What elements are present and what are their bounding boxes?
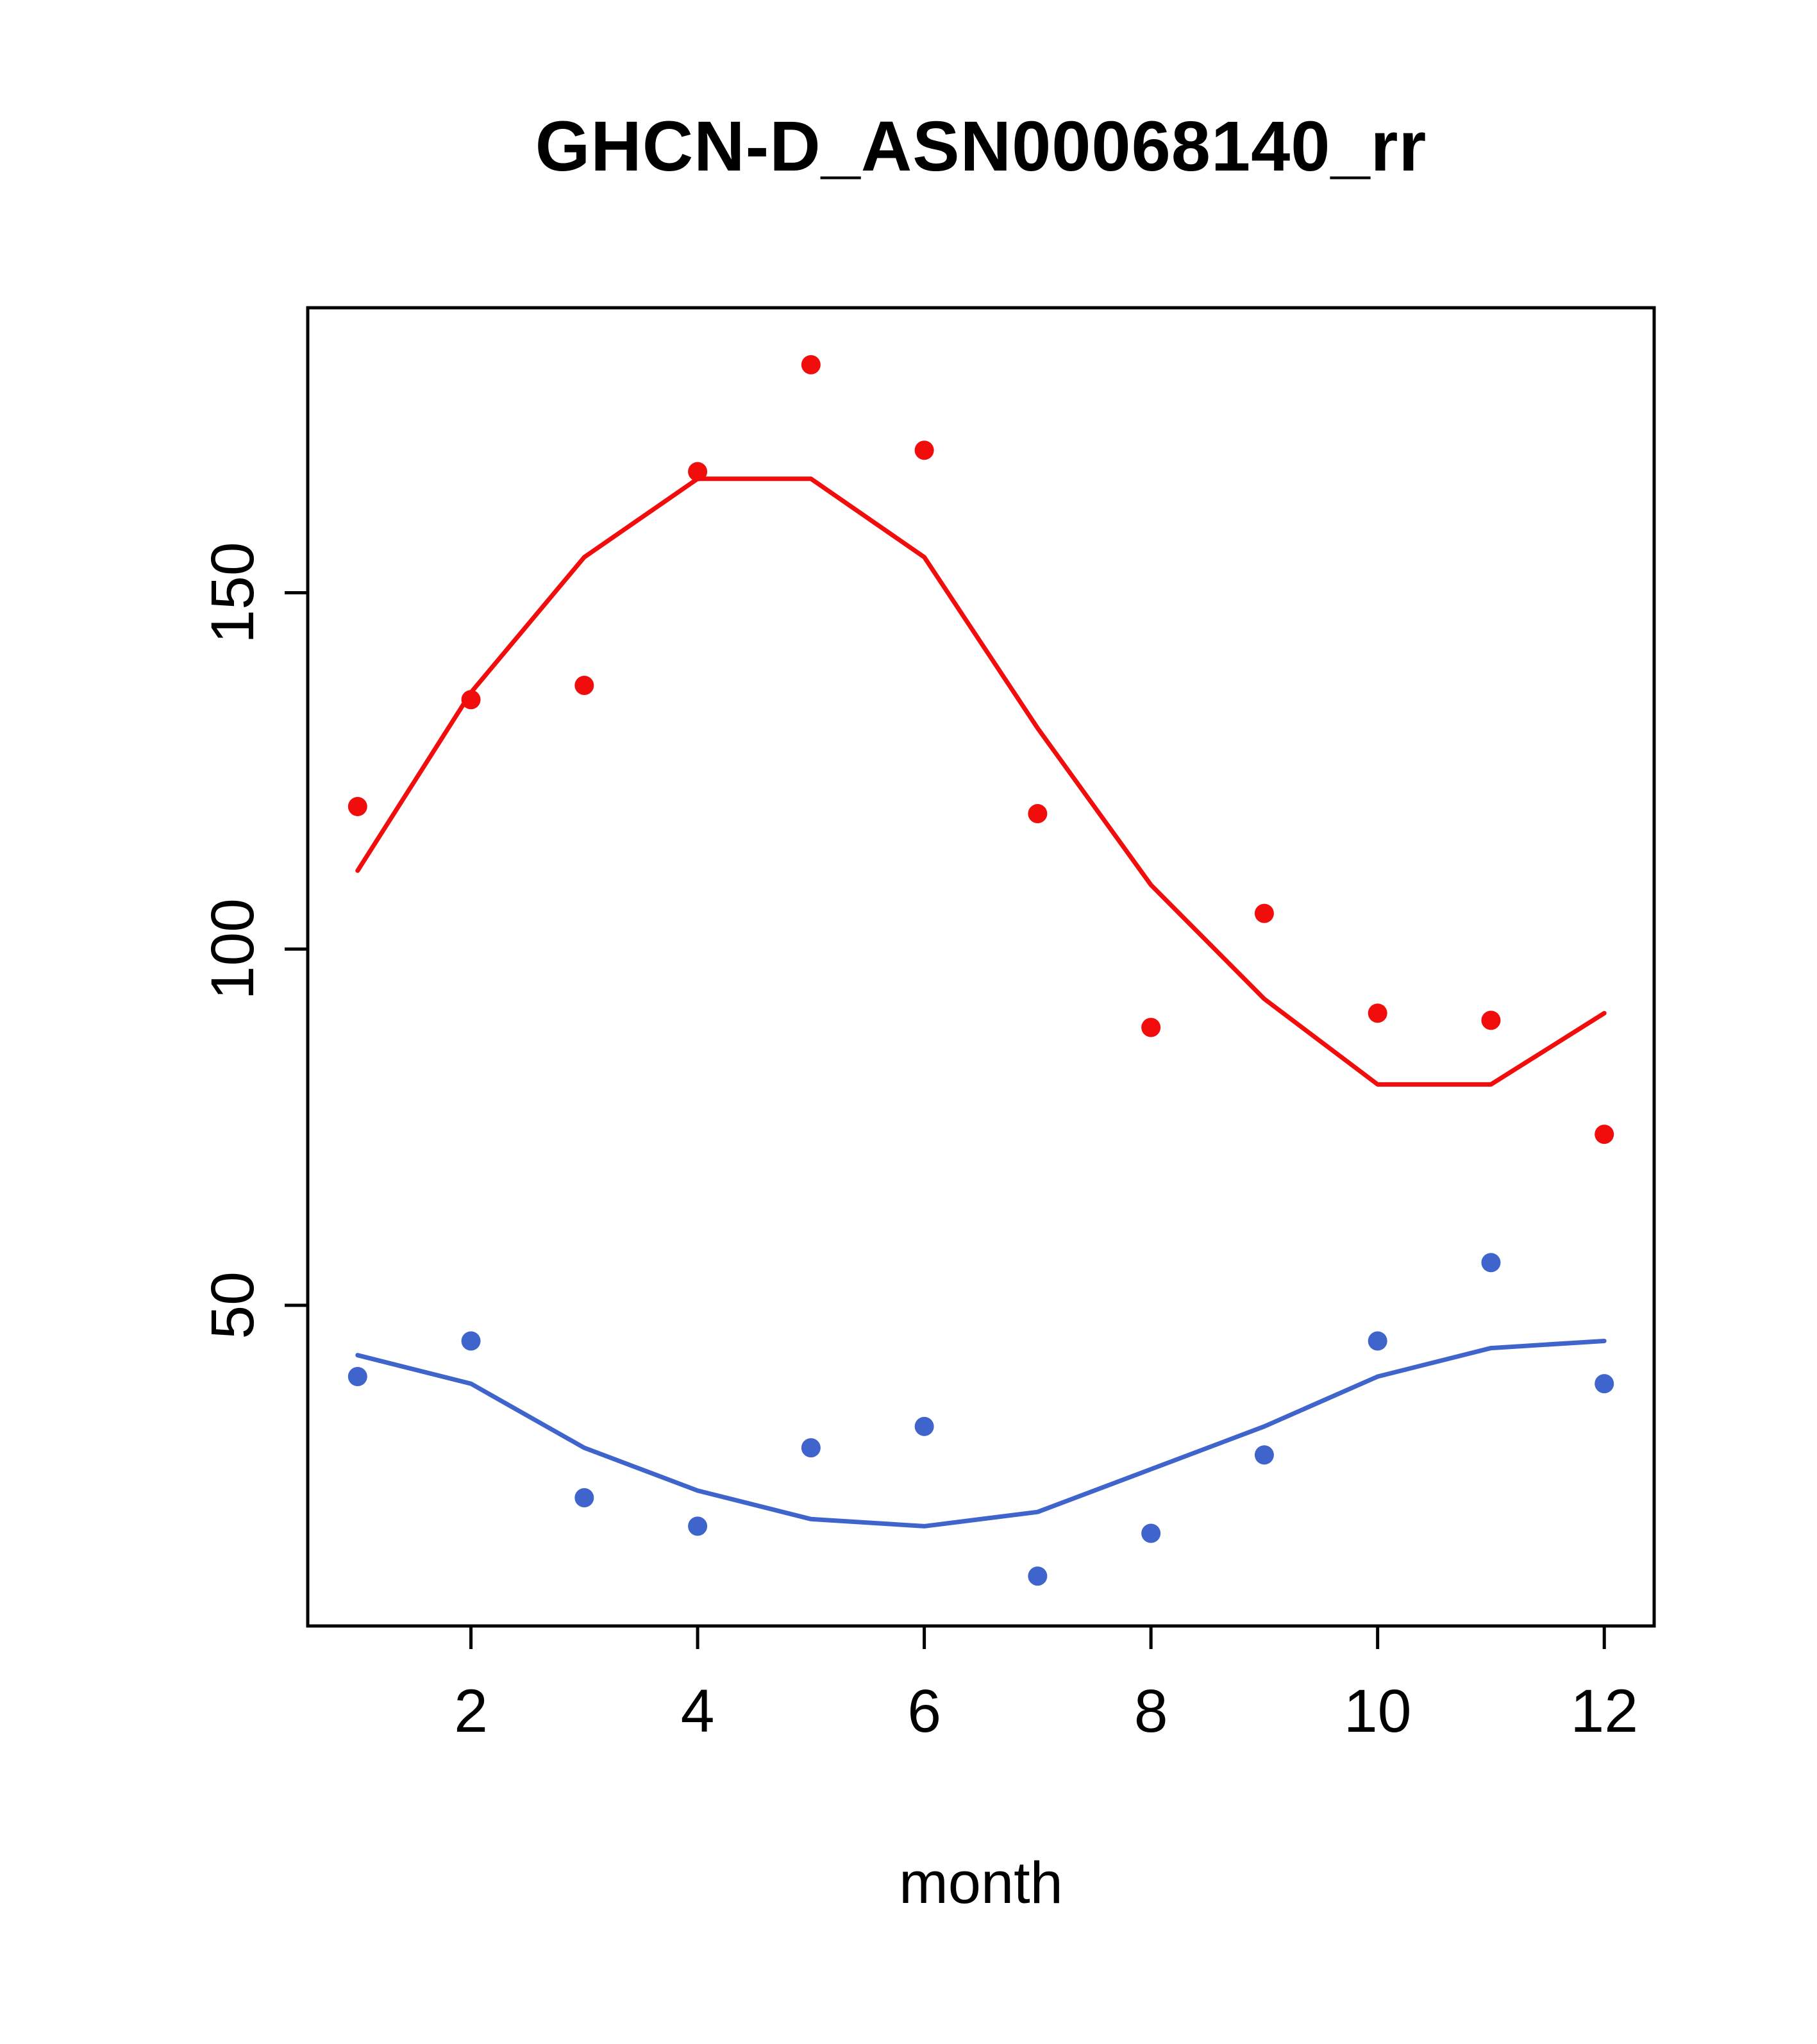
rr-high-point xyxy=(1368,1003,1387,1023)
rr-low-point xyxy=(1141,1523,1161,1543)
x-tick-label: 8 xyxy=(1134,1677,1168,1745)
rr-high-point xyxy=(914,440,934,460)
rr-high-point xyxy=(1595,1125,1614,1144)
y-tick-label: 100 xyxy=(199,898,267,1000)
rr-low-point xyxy=(1481,1253,1501,1273)
rr-high-point xyxy=(801,355,821,374)
rr-low-point xyxy=(1595,1374,1614,1394)
rr-high-point xyxy=(461,690,481,710)
rr-low-point xyxy=(347,1367,367,1387)
rr-low-point xyxy=(801,1438,821,1458)
chart-title: GHCN-D_ASN00068140_rr xyxy=(535,107,1427,186)
rr-low-point xyxy=(1028,1566,1048,1586)
x-tick-label: 10 xyxy=(1344,1677,1412,1745)
rr-high-point xyxy=(1481,1010,1501,1030)
rr-high-point xyxy=(688,462,708,482)
rr-high-point xyxy=(1254,903,1274,923)
x-tick-label: 6 xyxy=(907,1677,941,1745)
rr-low-point xyxy=(914,1416,934,1436)
x-tick-label: 12 xyxy=(1570,1677,1638,1745)
rr-low-point xyxy=(1368,1331,1387,1351)
x-tick-label: 2 xyxy=(454,1677,488,1745)
rr-low-smooth-line xyxy=(355,1338,1607,1529)
rr-high-point xyxy=(1141,1018,1161,1037)
rr-high-point xyxy=(1028,804,1048,824)
rr-high-point xyxy=(574,676,594,696)
rr-low-point xyxy=(461,1331,481,1351)
rr-low-point xyxy=(574,1487,594,1507)
y-tick-label: 150 xyxy=(199,542,267,644)
rr-low-point xyxy=(1254,1445,1274,1465)
y-tick-label: 50 xyxy=(199,1271,267,1339)
x-tick-label: 4 xyxy=(681,1677,715,1745)
x-axis-title: month xyxy=(899,1850,1063,1916)
rr-low-point xyxy=(688,1516,708,1536)
rr-high-point xyxy=(347,796,367,816)
plot-border xyxy=(306,306,1656,1628)
rr-high-smooth-line xyxy=(355,476,1607,1087)
